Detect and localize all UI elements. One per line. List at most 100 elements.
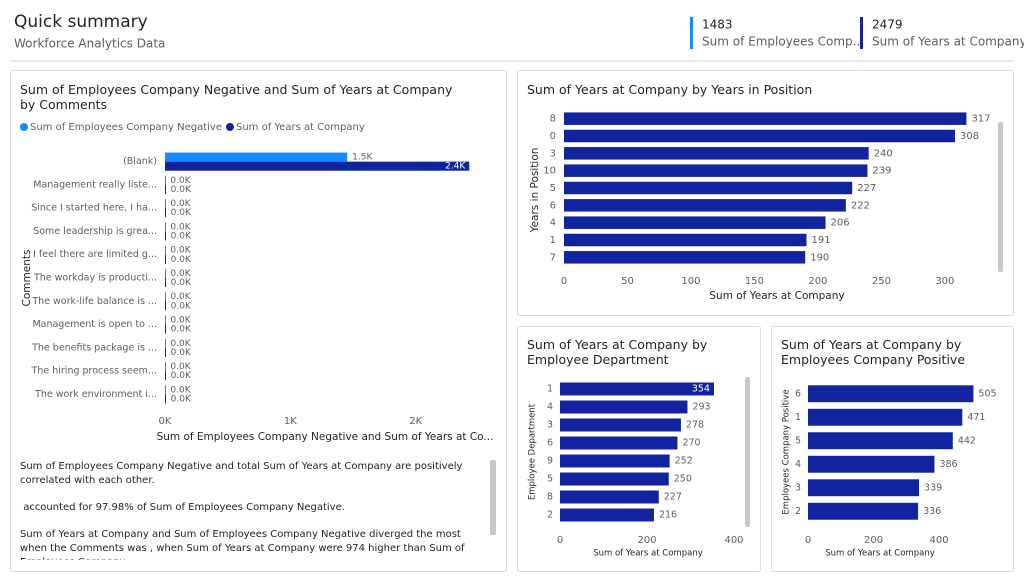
x-axis-label: Sum of Years at Company [825, 549, 934, 559]
bar [165, 222, 166, 232]
bar [564, 216, 826, 229]
data-label: 317 [971, 114, 990, 125]
y-tick-label: 4 [795, 459, 801, 470]
narrative: Sum of Employees Company Negative and to… [20, 460, 488, 560]
narrative-text: Sum of Employees Company Negative and to… [20, 461, 466, 486]
kpi-label: Sum of Employees Comp... [702, 35, 864, 49]
bar [564, 181, 853, 195]
bar [165, 338, 166, 348]
data-label: 227 [857, 183, 876, 194]
bar [165, 315, 166, 325]
data-label: 222 [851, 200, 870, 211]
data-label: 0.0K [171, 185, 192, 195]
data-label: 252 [675, 456, 693, 467]
y-tick-label: The work environment i... [34, 389, 157, 400]
scrollbar[interactable] [998, 122, 1003, 272]
bar [165, 152, 348, 162]
bar [560, 472, 669, 486]
y-tick-label: 6 [547, 438, 553, 449]
bar [564, 164, 868, 177]
data-label: 240 [874, 148, 893, 159]
x-tick-label: 0K [159, 416, 172, 427]
scrollbar[interactable] [490, 460, 496, 535]
data-label: 190 [810, 252, 829, 263]
scrollbar[interactable] [745, 377, 750, 527]
bar [165, 278, 166, 288]
legend-swatch [225, 123, 234, 131]
x-tick-label: 300 [935, 276, 954, 287]
x-tick-label: 200 [637, 535, 656, 546]
bar [560, 490, 659, 504]
kpi-label: Sum of Years at Company [872, 35, 1024, 49]
data-label: 354 [692, 384, 710, 395]
data-label: 0.0K [171, 394, 192, 404]
data-label: 270 [682, 438, 700, 449]
x-tick-label: 50 [621, 276, 634, 287]
y-tick-label: 8 [547, 492, 553, 503]
bar [560, 418, 681, 432]
data-label: 0.0K [170, 316, 191, 326]
chart-title: Sum of Employees Company Negative and Su… [20, 82, 453, 112]
bar [808, 385, 974, 403]
data-label: 505 [978, 388, 996, 399]
x-tick-label: 1K [284, 416, 297, 427]
x-tick-label: 150 [745, 276, 764, 287]
legend-label: Sum of Years at Company [236, 122, 365, 133]
x-tick-label: 200 [864, 535, 883, 546]
bar [808, 432, 953, 450]
bar [165, 292, 166, 302]
data-label: 191 [811, 235, 830, 246]
data-label: 471 [967, 412, 985, 423]
narrative-text: Sum of Years at Company and Sum of Emplo… [20, 529, 465, 560]
bar [560, 400, 688, 414]
data-label: 250 [674, 474, 692, 485]
x-tick-label: 400 [724, 535, 743, 546]
y-tick-label: Management is open to ... [32, 319, 157, 330]
bar [165, 231, 166, 241]
bar [165, 371, 166, 381]
data-label: 216 [659, 510, 677, 521]
bar [560, 454, 670, 468]
bar [165, 347, 166, 357]
y-axis-label: Years in Position [529, 148, 541, 234]
legend-swatch [20, 123, 28, 131]
data-label: 0.0K [170, 362, 191, 372]
bar [165, 208, 166, 218]
chart-title: Sum of Years at Company by Employees Com… [781, 337, 966, 367]
y-tick-label: 2 [795, 506, 801, 517]
data-label: 239 [872, 166, 891, 177]
data-label: 0.0K [170, 199, 191, 209]
data-label: 2.4K [445, 162, 466, 172]
data-label: 0.0K [170, 246, 191, 256]
data-label: 336 [923, 506, 941, 517]
y-tick-label: 5 [795, 435, 801, 446]
data-label: 0.0K [170, 385, 191, 395]
data-label: 0.0K [170, 176, 191, 186]
y-tick-label: 2 [547, 510, 553, 521]
data-label: 339 [924, 482, 942, 493]
x-tick-label: 2K [409, 416, 422, 427]
bar [564, 147, 869, 160]
bar [808, 408, 963, 426]
y-tick-label: The workday is producti... [33, 273, 157, 284]
bar [165, 385, 166, 395]
x-axis-label: Sum of Years at Company [709, 290, 844, 302]
data-label: 0.0K [170, 269, 191, 279]
x-axis-label: Sum of Employees Company Negative and Su… [157, 431, 494, 443]
data-label: 278 [686, 420, 704, 431]
bar [165, 301, 166, 311]
page-title: Quick summary [14, 12, 148, 32]
chart-title: Sum of Years at Company by Employee Depa… [527, 337, 708, 367]
data-label: 442 [958, 435, 976, 446]
data-label: 206 [831, 218, 850, 229]
data-label: 1.5K [352, 153, 373, 163]
data-label: 0.0K [171, 301, 192, 311]
bar [165, 362, 166, 372]
data-label: 0.0K [171, 208, 192, 218]
y-tick-label: The work-life balance is ... [31, 296, 157, 307]
card [10, 70, 507, 572]
y-tick-label: 4 [550, 218, 556, 229]
y-tick-label: 1 [547, 384, 553, 395]
